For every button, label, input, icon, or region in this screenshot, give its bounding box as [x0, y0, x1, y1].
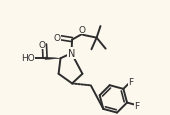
Text: O: O: [79, 26, 86, 35]
Text: F: F: [134, 101, 140, 110]
Text: F: F: [128, 77, 133, 86]
Text: N: N: [68, 49, 75, 59]
Text: HO: HO: [21, 54, 35, 63]
Text: O: O: [54, 33, 61, 42]
Polygon shape: [45, 58, 61, 60]
Text: O: O: [38, 40, 45, 49]
